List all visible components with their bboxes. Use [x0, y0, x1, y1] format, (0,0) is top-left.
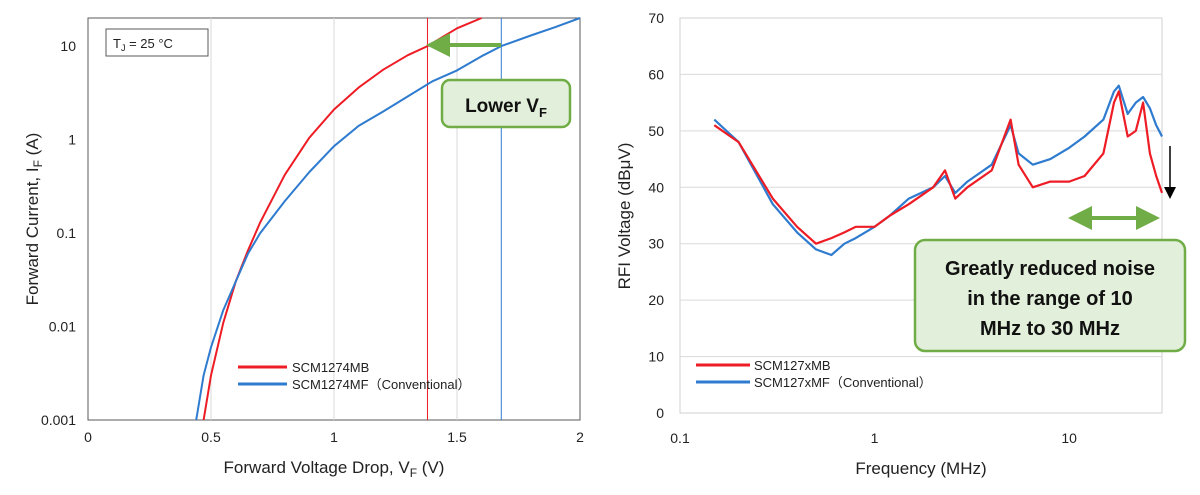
left-x-tick-label: 0.5 [201, 429, 221, 445]
right-y-tick-label: 50 [648, 123, 664, 139]
left-y-tick-labels: 0.001 0.01 0.1 1 10 [41, 38, 76, 428]
left-y-tick-label: 10 [60, 38, 76, 54]
legend-label-series-1: SCM1274MB [292, 360, 369, 375]
left-series-line-1 [202, 17, 482, 421]
right-x-axis-label: Frequency (MHz) [855, 459, 986, 478]
right-x-tick-label: 1 [871, 430, 879, 446]
right-y-tick-label: 60 [648, 66, 664, 82]
right-x-tick-labels: 0.1 1 10 [670, 430, 1077, 446]
right-y-tick-label: 30 [648, 236, 664, 252]
legend-label-series-2: SCM1274MF（Conventional） [292, 377, 470, 392]
right-y-tick-labels: 0 10 20 30 40 50 60 70 [648, 10, 664, 421]
noise-callout [913, 238, 1187, 353]
left-series-line-2 [195, 17, 581, 421]
left-x-tick-label: 1.5 [447, 429, 467, 445]
right-plot-frame [679, 17, 1163, 414]
left-y-axis-label: Forward Current, IF (A) [23, 133, 45, 306]
left-x-tick-label: 0 [84, 429, 92, 445]
right-y-tick-label: 20 [648, 292, 664, 308]
right-x-tick-label: 10 [1061, 430, 1077, 446]
right-legend-label-series-2: SCM127xMF（Conventional） [754, 375, 932, 390]
left-chart: 0 0.5 1 1.5 2 0.001 0.01 0.1 1 10 TJ = 25 °C Low… [23, 17, 584, 480]
condition-label: TJ = 25 °C [113, 36, 173, 53]
right-y-axis-label: RFI Voltage (dBμV) [615, 143, 634, 290]
lower-vf-callout-text: Lower VF [465, 96, 547, 120]
right-y-tick-label: 10 [648, 349, 664, 365]
left-x-tick-label: 2 [576, 429, 584, 445]
left-y-tick-label: 0.01 [49, 319, 76, 335]
left-x-axis-label: Forward Voltage Drop, VF (V) [224, 458, 445, 480]
right-chart: 0.1 1 10 0 10 20 30 40 50 60 70 Greatly reduced n… [615, 10, 1187, 478]
noise-callout-line-3: MHz to 30 MHz [980, 318, 1120, 340]
left-series-lines [195, 17, 581, 421]
right-y-tick-label: 40 [648, 179, 664, 195]
noise-callout-line-2: in the range of 10 [967, 288, 1133, 310]
right-series-line-2 [713, 84, 1163, 257]
noise-callout-line-1: Greatly reduced noise [945, 258, 1155, 280]
left-x-tick-label: 1 [330, 429, 338, 445]
condition-box [105, 28, 209, 57]
right-y-tick-label: 0 [656, 405, 664, 421]
right-series-line-1 [713, 90, 1164, 245]
right-legend-label-series-1: SCM127xMB [754, 358, 831, 373]
right-series-lines [713, 84, 1164, 257]
left-y-tick-label: 1 [68, 132, 76, 148]
lower-vf-callout [440, 78, 572, 129]
left-x-tick-labels: 0 0.5 1 1.5 2 [84, 429, 584, 445]
left-y-tick-label: 0.001 [41, 412, 76, 428]
right-x-tick-label: 0.1 [670, 430, 690, 446]
left-y-tick-label: 0.1 [57, 225, 77, 241]
right-y-tick-label: 70 [648, 10, 664, 26]
